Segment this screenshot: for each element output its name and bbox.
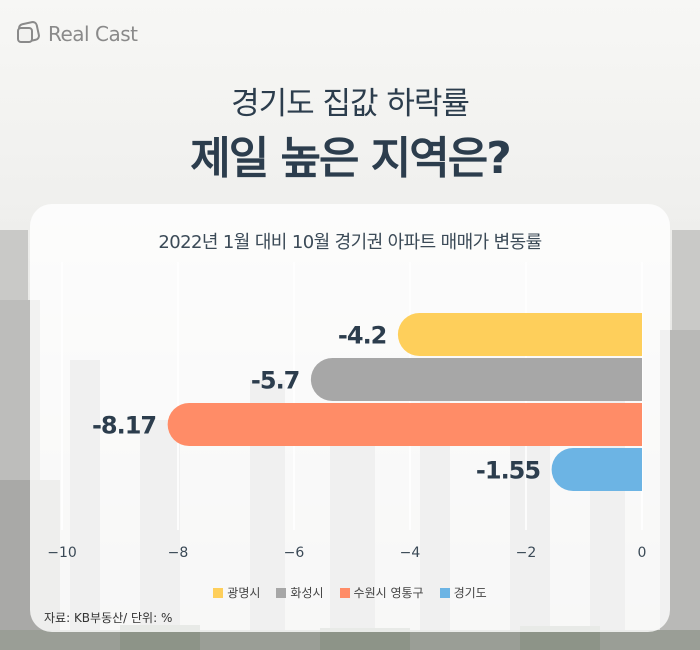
logo-icon — [17, 21, 40, 43]
legend-swatch — [439, 587, 450, 598]
headline-line-1: 경기도 집값 하락률 — [231, 86, 470, 122]
brand-logo: Real Cast — [16, 17, 138, 51]
bar-4 — [551, 448, 642, 491]
data-label: -4.2 — [338, 322, 386, 350]
legend-label: 화성시 — [290, 586, 324, 600]
legend-item: 광명시 — [213, 584, 260, 601]
bar-2 — [310, 358, 642, 401]
bar-1 — [397, 313, 642, 356]
bar-3 — [167, 403, 642, 446]
legend-item: 경기도 — [439, 584, 487, 601]
chart-title: 2022년 1월 대비 10월 경기권 아파트 매매가 변동률 — [158, 232, 542, 253]
legend-label: 경기도 — [453, 586, 487, 600]
brand-name: Real Cast — [48, 22, 138, 46]
x-tick-label: −10 — [47, 545, 77, 561]
legend-swatch — [339, 587, 350, 598]
chart-legend: 광명시 화성시 수원시 영통구 경기도 — [30, 584, 670, 601]
legend-item: 화성시 — [276, 584, 324, 601]
legend-label: 수원시 영통구 — [353, 586, 424, 600]
x-tick-label: −8 — [168, 545, 189, 561]
data-label: -1.55 — [476, 457, 540, 485]
legend-swatch — [276, 587, 287, 598]
legend-item: 수원시 영통구 — [339, 584, 424, 601]
source-note: 자료: KB부동산/ 단위: % — [44, 611, 173, 625]
data-label: -5.7 — [251, 367, 299, 395]
headline-line-2: 제일 높은 지역은? — [190, 133, 512, 184]
legend-label: 광명시 — [227, 586, 261, 600]
data-label: -8.17 — [92, 412, 156, 440]
legend-swatch — [213, 587, 224, 598]
x-tick-label: −4 — [400, 545, 421, 561]
x-tick-label: 0 — [638, 545, 647, 561]
x-tick-label: −2 — [516, 545, 537, 561]
x-tick-label: −6 — [284, 545, 305, 561]
